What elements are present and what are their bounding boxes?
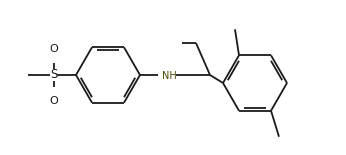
Text: S: S — [50, 67, 58, 80]
Text: O: O — [49, 44, 58, 54]
Text: NH: NH — [162, 71, 177, 81]
Text: O: O — [49, 96, 58, 106]
